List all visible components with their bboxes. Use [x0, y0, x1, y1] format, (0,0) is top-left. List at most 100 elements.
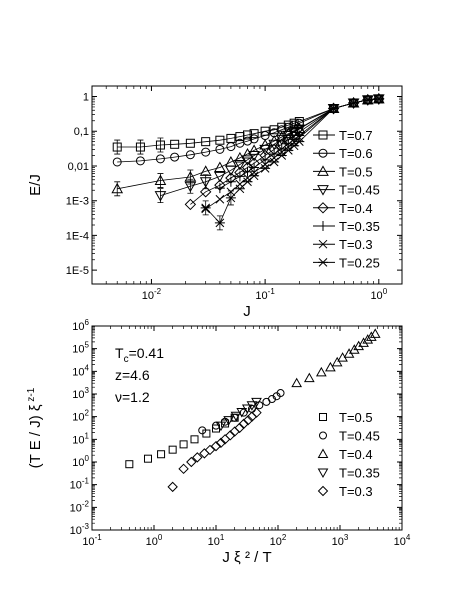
data-point [328, 104, 339, 113]
data-point [225, 430, 236, 441]
data-point [199, 165, 212, 176]
data-point [226, 142, 236, 152]
data-point [269, 157, 280, 167]
data-point [199, 177, 212, 188]
legend-marker [317, 202, 329, 214]
data-point [199, 186, 212, 198]
legend-marker [318, 258, 328, 267]
data-point [249, 171, 260, 181]
legend-marker [317, 485, 329, 497]
legend-marker [317, 165, 329, 176]
legend-label: T=0.6 [339, 146, 373, 161]
y-tick-label: 10-2 [70, 499, 90, 514]
data-point [369, 328, 381, 338]
y-tick-label: 10-1 [70, 477, 90, 492]
data-point [168, 445, 177, 454]
legend-marker [318, 221, 328, 231]
y-tick-label: 103 [72, 386, 89, 401]
data-point [249, 168, 259, 177]
legend-marker [318, 239, 328, 249]
data-point [234, 160, 246, 171]
data-point [201, 137, 211, 147]
data-point [184, 181, 197, 193]
data-point [260, 154, 271, 165]
annotation: ν=1.2 [115, 389, 150, 405]
data-point [155, 154, 165, 164]
data-point [167, 481, 178, 493]
y-tick-label: 106 [72, 318, 89, 333]
data-point [200, 203, 211, 213]
data-point [234, 171, 245, 182]
error-bar [114, 139, 121, 155]
legend-label: T=0.4 [339, 201, 373, 216]
data-point [157, 450, 166, 459]
legend-label: T=0.3 [339, 237, 373, 252]
x-tick-label: 102 [270, 533, 287, 548]
data-point [214, 183, 225, 194]
y-tick-label: 1E-3 [66, 196, 89, 208]
data-point [331, 356, 343, 367]
data-point [215, 144, 225, 154]
data-point [236, 408, 248, 418]
series-T=0.45 [198, 389, 285, 435]
data-point [353, 340, 365, 351]
annotation: Tc=0.41 [115, 345, 164, 365]
data-point [277, 147, 287, 157]
legend-marker [317, 185, 329, 196]
data-point [225, 165, 237, 177]
plot-frame [91, 85, 403, 285]
data-point [214, 218, 225, 228]
data-point [246, 401, 258, 411]
data-point [186, 456, 197, 468]
legend-marker [318, 130, 328, 140]
data-point [234, 422, 245, 434]
x-tick-label: 10-2 [142, 287, 162, 302]
data-point [283, 146, 294, 155]
data-point [267, 395, 276, 404]
legend-label: T=0.7 [339, 128, 373, 143]
data-point [276, 389, 285, 398]
data-point [303, 372, 315, 383]
series-T=0.35 [215, 397, 262, 432]
data-point [243, 130, 253, 140]
y-tick-label: 101 [72, 431, 89, 446]
legend-label: T=0.45 [339, 429, 380, 444]
legend-label: T=0.3 [339, 484, 373, 499]
data-point [230, 411, 242, 422]
y-tick-label: 1 [83, 91, 89, 103]
data-point [249, 129, 259, 139]
data-point [315, 366, 327, 377]
data-point [215, 437, 227, 449]
data-point [210, 440, 222, 452]
legend: T=0.5 T=0.45 T=0.4 T=0.35 T=0.3 [317, 410, 380, 499]
plot-frame [91, 325, 403, 531]
data-point [184, 198, 197, 211]
annotation: z=4.6 [115, 367, 150, 383]
y-tick-label: 104 [72, 363, 89, 378]
data-point [179, 440, 188, 449]
data-point [135, 142, 145, 152]
legend-marker [318, 148, 328, 158]
legend-marker [319, 431, 327, 440]
data-point [291, 377, 303, 388]
series-T=0.3 [167, 407, 262, 493]
data-point [201, 147, 211, 157]
data-point [242, 166, 253, 177]
x-tick-label: 10-1 [82, 533, 102, 548]
legend-label: T=0.45 [339, 183, 380, 198]
data-point [125, 460, 134, 469]
data-point [192, 452, 203, 463]
data-point [248, 144, 260, 155]
data-point [373, 94, 384, 104]
data-point [204, 444, 216, 456]
data-point [365, 331, 377, 341]
data-point [289, 141, 300, 151]
data-point [276, 151, 287, 160]
legend-label: T=0.35 [339, 466, 380, 481]
data-point [294, 130, 305, 141]
data-point [251, 407, 262, 418]
data-point [135, 156, 145, 166]
data-point [112, 142, 122, 152]
data-point [170, 139, 180, 149]
